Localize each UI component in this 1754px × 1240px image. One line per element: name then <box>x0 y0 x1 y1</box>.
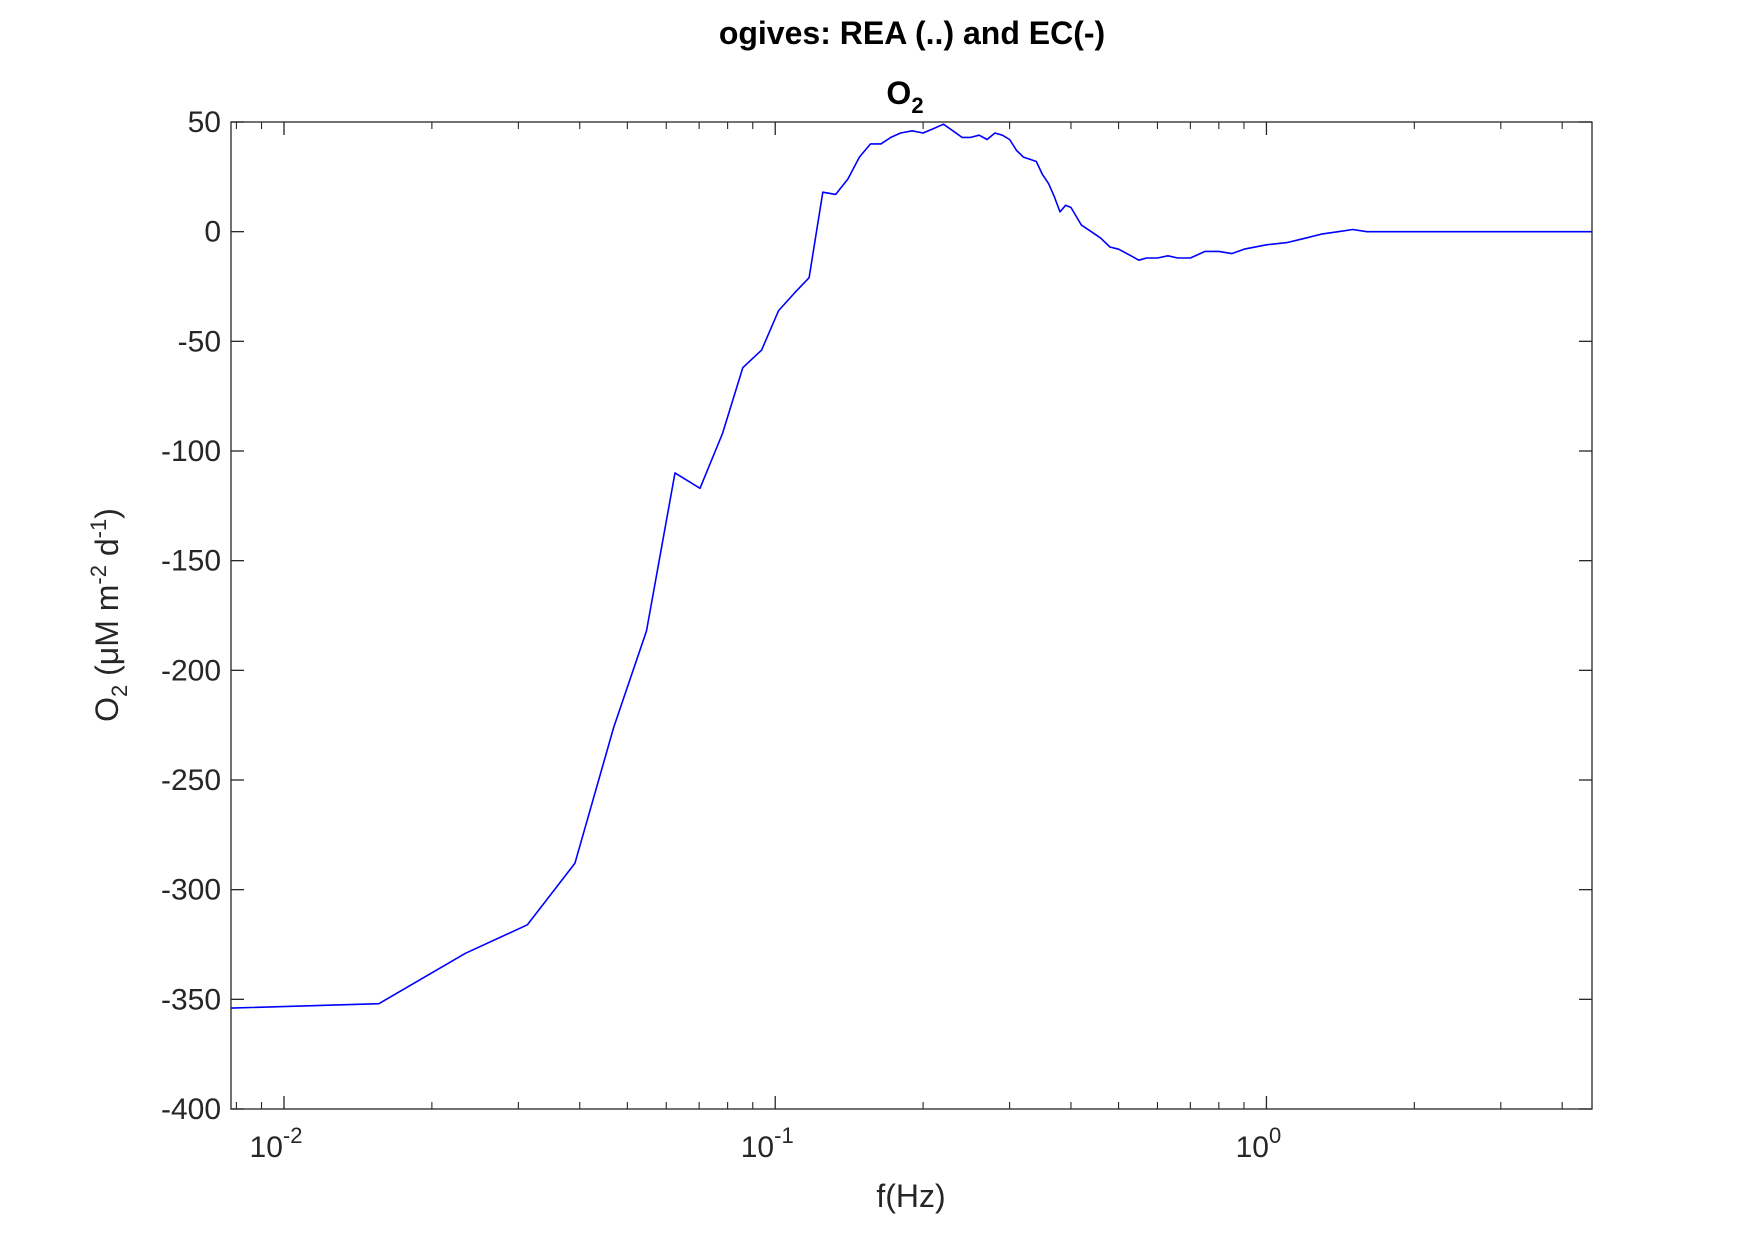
y-tick-label: -300 <box>161 874 221 907</box>
x-tick-labels: 10-2 10-1 100 <box>250 1123 1282 1164</box>
x-tick-label: 10-2 <box>250 1123 303 1164</box>
x-axis-label: f(Hz) <box>876 1178 945 1214</box>
y-tick-labels: 50 0 -50 -100 -150 -200 -250 -300 -350 -400 <box>161 106 221 1126</box>
y-tick-label: -200 <box>161 654 221 687</box>
axes-box <box>230 121 1593 1110</box>
series-line-ec <box>230 123 1592 1009</box>
y-tick-label: 0 <box>204 216 221 249</box>
y-tick-label: -100 <box>161 435 221 468</box>
y-tick-label: -250 <box>161 764 221 797</box>
chart-subtitle: O2 <box>886 75 923 118</box>
y-tick-label: -350 <box>161 983 221 1016</box>
y-tick-label: -150 <box>161 545 221 578</box>
chart-title: ogives: REA (..) and EC(-) <box>719 15 1105 51</box>
x-tick-label: 10-1 <box>741 1123 794 1164</box>
y-tick-label: -50 <box>178 325 221 358</box>
y-tick-label: -400 <box>161 1093 221 1126</box>
y-tick-label: 50 <box>188 106 221 139</box>
x-tick-label: 100 <box>1236 1123 1282 1164</box>
y-axis-label: O2 (μM m-2 d-1) <box>86 508 132 722</box>
